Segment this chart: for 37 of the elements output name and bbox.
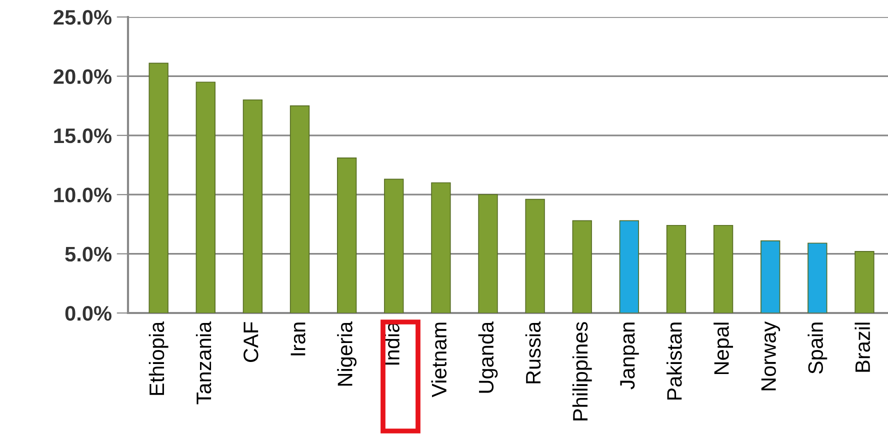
x-tick-label: Russia: [525, 321, 541, 384]
y-tick-label: 15.0%: [54, 128, 112, 144]
x-tick-label: CAF: [244, 322, 258, 362]
x-tick-label: Norway: [761, 321, 780, 390]
y-tick-label: 5.0%: [65, 246, 112, 262]
bar: [148, 62, 168, 313]
x-tick-label: Pakistan: [666, 322, 682, 400]
bar: [854, 251, 874, 313]
bar: [808, 242, 828, 313]
x-tick-label: Uganda: [478, 321, 498, 393]
bar: [431, 182, 451, 313]
bar: [478, 194, 498, 313]
bar: [384, 178, 404, 313]
bar: [572, 220, 592, 313]
x-tick-label: Philippines: [572, 322, 592, 420]
x-tick-label: Spain: [808, 322, 828, 374]
y-tick-label: 0.0%: [65, 306, 112, 321]
bar: [525, 198, 545, 313]
bar: [196, 82, 216, 313]
x-tick-label: Iran: [290, 322, 306, 356]
bar: [713, 224, 734, 313]
x-tick-label: Ethiopia: [148, 321, 168, 395]
x-tick-label: Janpan: [620, 322, 639, 390]
bar: [290, 105, 310, 313]
bar: [666, 224, 686, 313]
x-tick-label: Nepal: [714, 322, 734, 374]
bar: [619, 220, 640, 313]
y-tick-label: 25.0%: [54, 10, 112, 25]
bar: [242, 99, 263, 313]
y-tick-label: 20.0%: [54, 69, 112, 84]
x-tick-label: Brazil: [854, 322, 870, 372]
bar: [336, 157, 357, 313]
x-tick-label: Tanzania: [196, 321, 212, 404]
x-tick-label: Vietnam: [431, 322, 447, 398]
y-tick-label: 10.0%: [54, 188, 112, 202]
bar: [760, 240, 780, 313]
x-tick-label: Nigeria: [337, 321, 357, 386]
